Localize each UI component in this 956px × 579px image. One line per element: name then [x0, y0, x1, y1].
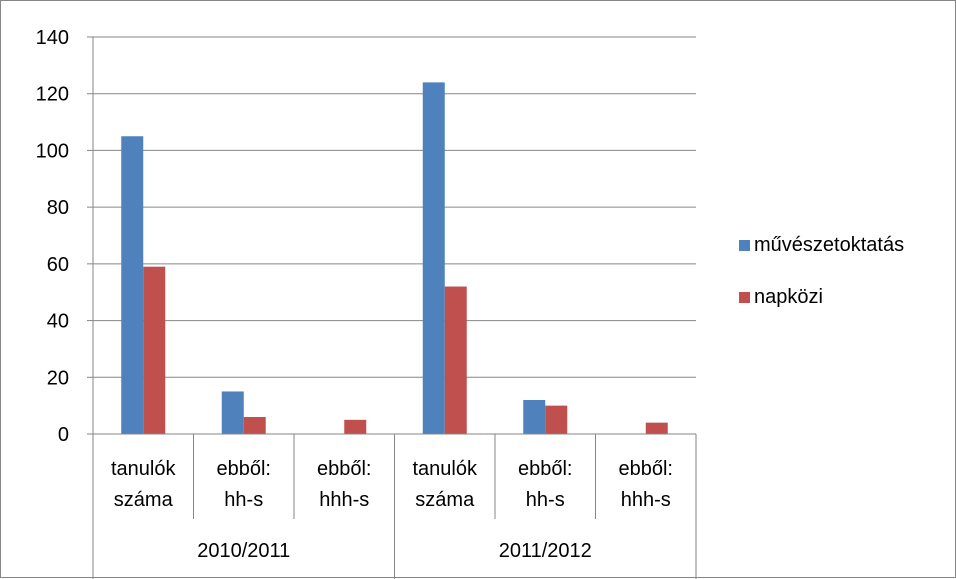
category-label: ebből: — [619, 458, 674, 480]
category-label: hhh-s — [621, 489, 671, 511]
group-label: 2010/2011 — [197, 540, 290, 562]
y-tick-label: 100 — [36, 140, 69, 162]
bar-napkozi — [545, 405, 568, 434]
category-label: ebből: — [518, 458, 573, 480]
y-axis-ticks: 0 20 40 60 80 100 120 140 — [36, 27, 69, 446]
category-label: tanulók — [413, 458, 478, 480]
legend-swatch — [739, 292, 750, 303]
group-label: 2011/2012 — [499, 540, 592, 562]
y-tick-label: 60 — [47, 254, 69, 276]
category-label: hh-s — [224, 489, 263, 511]
bar-muveszetoktatas — [422, 82, 445, 434]
category-label: ebből: — [317, 458, 372, 480]
category-label: száma — [415, 489, 475, 511]
bar-muveszetoktatas — [121, 136, 144, 434]
category-label: ebből: — [217, 458, 272, 480]
category-label: hhh-s — [319, 489, 369, 511]
bar-napkozi — [243, 416, 266, 434]
y-tick-label: 140 — [36, 27, 69, 49]
legend-swatch — [739, 240, 750, 251]
y-tick-label: 120 — [36, 84, 69, 106]
y-tick-label: 40 — [47, 311, 69, 333]
bar-muveszetoktatas — [221, 391, 244, 434]
category-label: tanulók — [111, 458, 176, 480]
x-axis-categories: tanulók száma ebből: hh-s ebből: hhh-s tanulók… — [111, 458, 673, 562]
legend-label: napközi — [754, 286, 823, 308]
bar-napkozi — [645, 422, 668, 434]
bar-napkozi — [344, 419, 367, 434]
y-tick-label: 80 — [47, 197, 69, 219]
gridlines — [93, 36, 696, 378]
category-label: hh-s — [526, 489, 565, 511]
bar-napkozi — [444, 286, 467, 434]
bar-napkozi — [143, 266, 166, 434]
category-label: száma — [114, 489, 174, 511]
legend: művészetoktatás napközi — [739, 234, 904, 308]
y-tick-label: 20 — [47, 367, 69, 389]
y-tick-label: 0 — [58, 424, 69, 446]
bar-muveszetoktatas — [523, 399, 546, 434]
bars — [121, 82, 668, 434]
axes — [87, 36, 697, 579]
legend-label: művészetoktatás — [754, 234, 904, 256]
